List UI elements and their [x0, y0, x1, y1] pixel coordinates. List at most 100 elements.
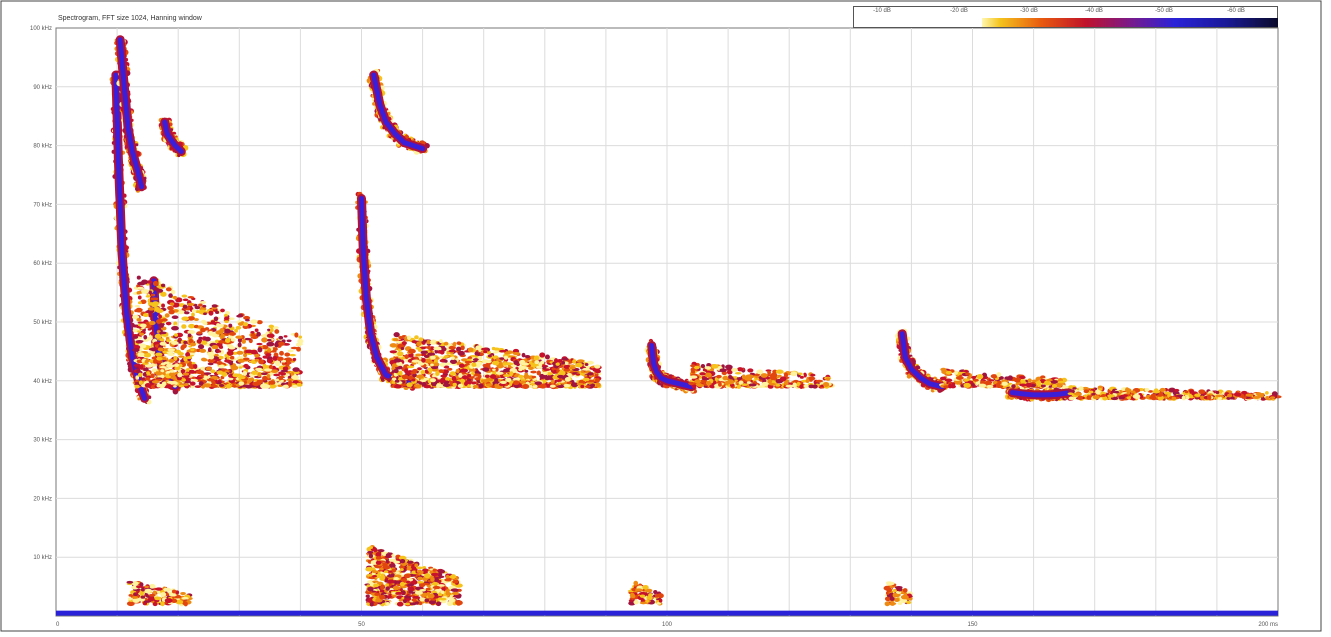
spectral-energy-point	[138, 296, 142, 300]
spectral-energy-point	[277, 357, 284, 361]
spectral-energy-point	[518, 368, 522, 371]
spectral-energy-point	[194, 325, 198, 328]
spectral-energy-point	[183, 299, 189, 302]
spectral-energy-point	[172, 376, 176, 380]
spectral-energy-point	[485, 360, 491, 363]
spectral-energy-point	[257, 320, 263, 324]
spectral-energy-point	[458, 351, 465, 356]
spectral-energy-point	[595, 378, 600, 383]
spectral-energy-point	[224, 320, 228, 323]
spectral-energy-point	[252, 382, 259, 386]
spectral-energy-point	[776, 370, 784, 374]
spectral-energy-point	[430, 378, 436, 382]
spectral-energy-point	[249, 360, 256, 363]
spectral-energy-point	[509, 371, 513, 376]
spectral-energy-point	[178, 355, 184, 357]
spectral-energy-point	[192, 309, 197, 313]
spectral-energy-point	[482, 364, 490, 367]
spectral-energy-point	[278, 342, 285, 346]
spectral-energy-point	[201, 320, 207, 324]
spectral-energy-point	[441, 347, 446, 351]
spectral-energy-point	[132, 348, 139, 352]
spectral-energy-point	[261, 372, 268, 375]
spectral-energy-point	[224, 316, 229, 320]
spectral-energy-point	[181, 316, 189, 320]
spectral-energy-point	[137, 330, 141, 332]
spectral-energy-point	[458, 384, 464, 388]
spectral-energy-point	[481, 379, 489, 383]
spectral-energy-point	[812, 384, 818, 388]
spectral-energy-point	[159, 331, 166, 334]
spectral-energy-point	[260, 384, 268, 389]
spectral-energy-point	[460, 369, 468, 373]
spectral-energy-point	[777, 375, 781, 378]
spectral-energy-point	[152, 380, 160, 383]
spectral-energy-point	[258, 359, 264, 364]
spectral-energy-point	[143, 335, 147, 340]
spectral-energy-point	[143, 368, 149, 372]
spectral-energy-point	[160, 366, 167, 369]
spectral-energy-point	[183, 383, 189, 386]
spectral-energy-point	[421, 358, 426, 363]
spectral-energy-point	[393, 332, 399, 337]
spectral-energy-point	[539, 384, 546, 389]
spectral-energy-point	[134, 385, 139, 389]
spectral-energy-point	[153, 287, 157, 291]
spectral-energy-point	[492, 369, 496, 371]
spectral-energy-point	[289, 354, 296, 357]
spectral-energy-point	[137, 291, 141, 294]
spectral-energy-point	[492, 361, 499, 366]
spectral-energy-point	[394, 384, 402, 388]
spectral-energy-point	[254, 354, 259, 358]
spectral-energy-point	[444, 359, 448, 362]
spectral-energy-point	[588, 372, 594, 375]
spectral-energy-point	[229, 362, 233, 365]
spectral-energy-point	[136, 340, 144, 343]
spectral-energy-point	[565, 377, 571, 382]
spectral-energy-point	[203, 312, 207, 315]
spectral-energy-point	[402, 375, 409, 380]
spectral-energy-point	[181, 294, 187, 297]
spectral-energy-point	[280, 376, 284, 378]
spectral-energy-point	[540, 361, 544, 365]
spectral-energy-point	[190, 342, 196, 346]
spectral-energy-point	[464, 382, 468, 386]
spectral-energy-point	[500, 381, 506, 384]
spectral-energy-point	[453, 342, 457, 347]
spectral-energy-point	[731, 368, 738, 372]
spectral-energy-point	[439, 339, 443, 343]
spectral-energy-point	[158, 348, 164, 352]
spectral-energy-point	[137, 352, 144, 357]
spectral-energy-point	[499, 362, 503, 367]
spectral-energy-point	[473, 358, 479, 361]
spectral-energy-point	[267, 339, 272, 342]
spectral-energy-point	[202, 358, 208, 361]
spectral-energy-point	[421, 370, 426, 374]
spectral-energy-point	[139, 343, 146, 348]
spectral-energy-point	[204, 372, 211, 375]
spectral-energy-point	[262, 355, 267, 358]
spectral-energy-point	[150, 331, 155, 335]
spectral-energy-point	[150, 374, 155, 379]
spectral-energy-point	[243, 371, 248, 376]
spectral-energy-point	[133, 336, 138, 339]
spectral-energy-point	[580, 385, 584, 388]
spectral-energy-point	[274, 329, 279, 334]
spectral-energy-point	[185, 352, 190, 357]
spectral-energy-point	[243, 364, 248, 368]
spectral-energy-point	[166, 287, 172, 291]
spectral-energy-point	[499, 350, 506, 353]
spectral-energy-point	[800, 376, 804, 379]
spectral-energy-point	[173, 296, 177, 300]
spectral-energy-point	[205, 367, 211, 370]
spectral-energy-point	[236, 326, 241, 330]
spectral-energy-point	[239, 366, 243, 369]
spectral-energy-point	[207, 376, 211, 379]
spectral-energy-point	[181, 344, 186, 348]
spectral-energy-point	[569, 366, 576, 369]
spectral-energy-point	[134, 364, 140, 367]
spectral-energy-point	[414, 384, 421, 387]
spectral-energy-point	[747, 381, 751, 384]
spectral-energy-point	[141, 279, 148, 284]
spectral-energy-point	[456, 347, 461, 352]
